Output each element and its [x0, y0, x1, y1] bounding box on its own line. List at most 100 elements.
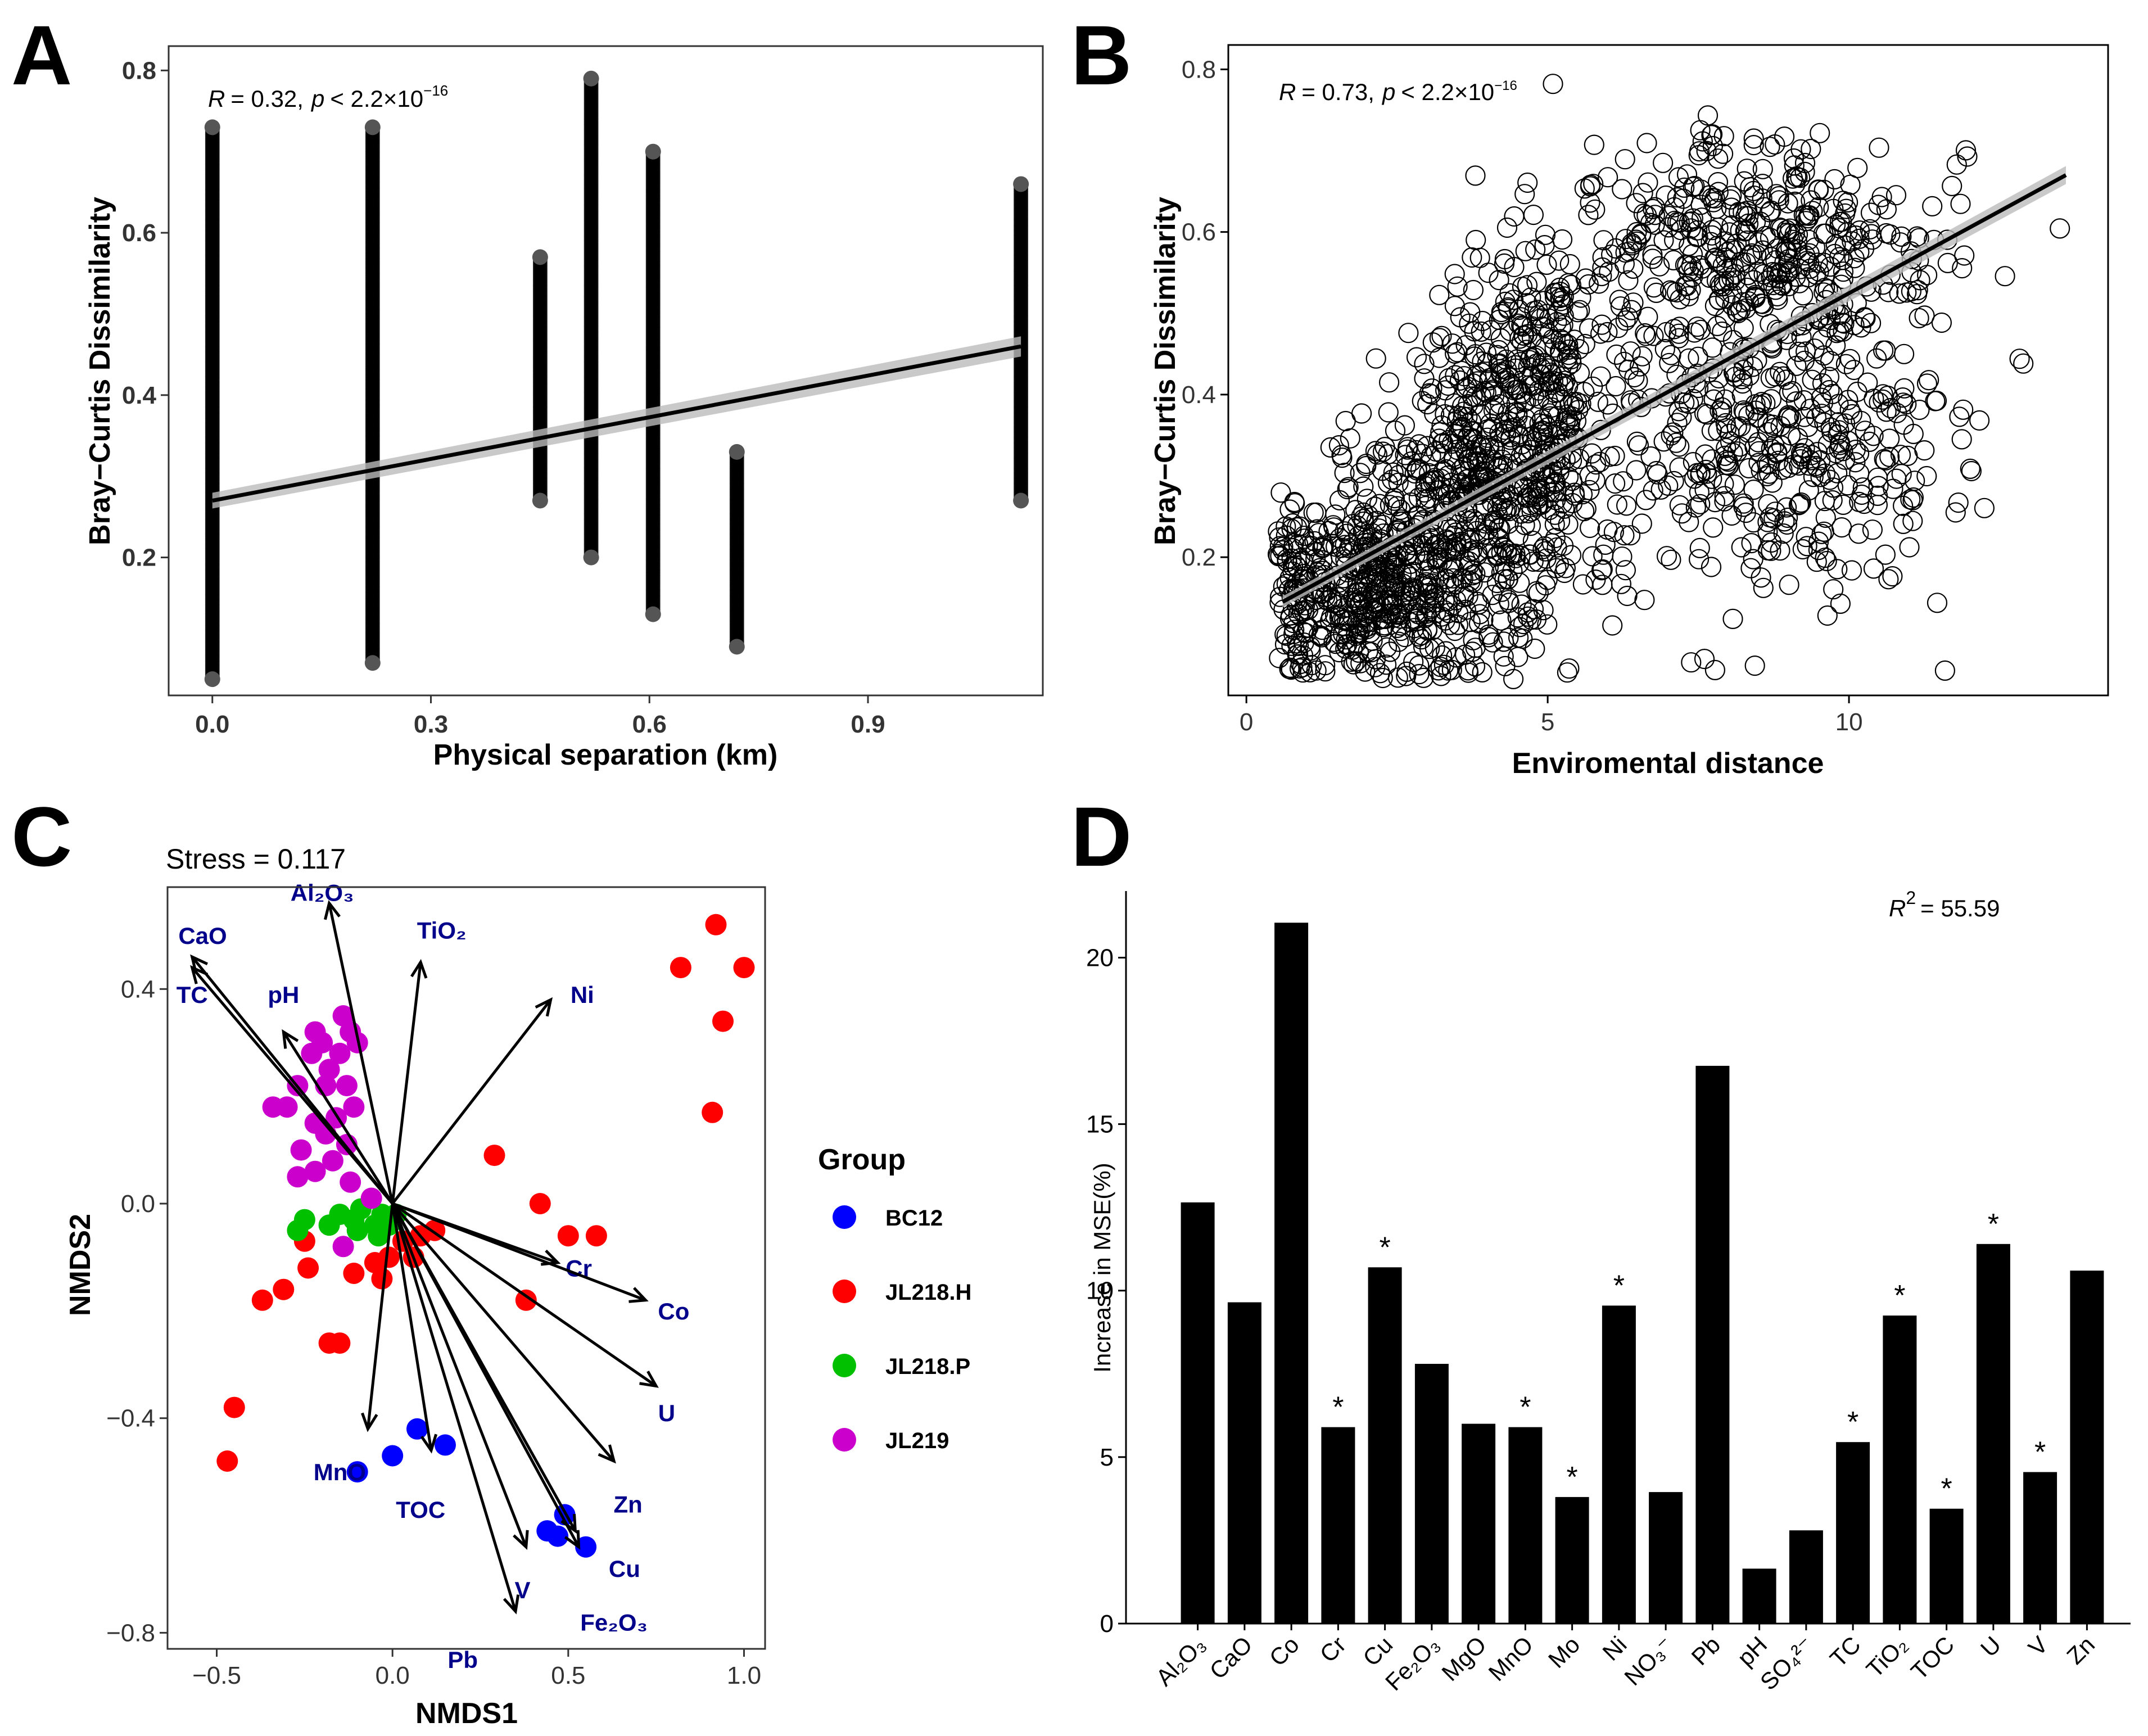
- data-point: [1580, 517, 1600, 539]
- y-tick-label: 15: [1086, 1111, 1114, 1138]
- bar: [1555, 1497, 1589, 1624]
- data-point: [371, 1268, 393, 1290]
- data-point: [1692, 207, 1712, 228]
- bar: [1695, 1065, 1730, 1624]
- data-point: [364, 655, 381, 671]
- data-point: [1617, 585, 1638, 607]
- x-tick-label: SO₄²⁻: [1755, 1631, 1819, 1696]
- data-point: [1279, 658, 1300, 680]
- vector-arrowhead: [282, 1029, 299, 1049]
- data-point: [1606, 344, 1627, 365]
- data-point: [1656, 546, 1677, 567]
- data-point: [1654, 338, 1675, 360]
- data-point: [670, 957, 691, 979]
- data-point: [1615, 560, 1636, 581]
- data-point: [1535, 224, 1556, 245]
- data-point: [382, 1445, 404, 1467]
- data-point: [532, 249, 548, 265]
- panel-b-stat-ptext: < 2.2×10: [1401, 79, 1494, 105]
- data-point: [1758, 422, 1779, 442]
- y-tick-label: 0.0: [121, 1190, 155, 1218]
- x-tick-label: 0: [1240, 708, 1253, 736]
- data-point: [645, 606, 661, 622]
- vector-label: Cu: [609, 1556, 640, 1582]
- data-point: [529, 1193, 551, 1214]
- data-point: [1618, 270, 1639, 291]
- data-point: [1638, 172, 1658, 193]
- panel-b-stat-r: R: [1279, 79, 1296, 105]
- panel-b-xlabel: Enviromental distance: [1512, 747, 1824, 780]
- panel-d-ylabel: Increase in MSE(%): [1089, 1163, 1115, 1372]
- data-point: [1995, 266, 2015, 287]
- x-tick-label: V: [2023, 1631, 2053, 1661]
- data-point: [1620, 341, 1641, 362]
- data-point: [1702, 135, 1723, 156]
- data-point: [1950, 193, 1971, 214]
- x-tick-label: Pb: [1686, 1631, 1726, 1671]
- data-point: [1398, 323, 1419, 343]
- data-point: [1869, 137, 1889, 158]
- data-point: [1422, 332, 1443, 353]
- data-point: [1934, 660, 1955, 681]
- panel-c-legend: Group BC12 JL218.H JL218.P JL219: [818, 1143, 971, 1453]
- data-point: [204, 671, 220, 688]
- data-point: [1603, 522, 1624, 542]
- panel-b-stat-rnum: 0.73: [1322, 79, 1368, 105]
- legend-swatch: [833, 1205, 856, 1229]
- data-point: [1694, 648, 1715, 670]
- significance-marker: *: [1941, 1473, 1952, 1506]
- data-point: [1579, 465, 1600, 486]
- data-point: [1378, 402, 1399, 423]
- data-point: [1572, 574, 1593, 595]
- data-point: [1894, 343, 1915, 364]
- data-point: [1656, 322, 1676, 342]
- data-point: [2013, 353, 2034, 374]
- data-point: [1916, 465, 1937, 487]
- bar: [1742, 1568, 1776, 1624]
- data-point: [1611, 573, 1631, 594]
- data-point: [293, 1209, 315, 1231]
- data-point: [1949, 406, 1970, 427]
- data-point: [1523, 205, 1544, 225]
- bar: [1368, 1267, 1402, 1624]
- x-tick-label: Zn: [2061, 1631, 2100, 1670]
- data-point: [483, 1145, 505, 1167]
- data-point: [1581, 443, 1602, 464]
- data-point: [1465, 165, 1486, 186]
- data-point: [360, 1187, 382, 1209]
- data-point: [583, 549, 599, 566]
- data-point: [1883, 478, 1903, 499]
- panel-label-a: A: [11, 8, 72, 102]
- panel-b-stat: R = 0.73, p < 2.2×10−16: [1279, 78, 1517, 105]
- vector-label: Zn: [613, 1491, 642, 1517]
- panel-d-stat-r: R: [1889, 895, 1906, 921]
- data-point: [1722, 608, 1743, 630]
- data-point: [1632, 346, 1653, 367]
- data-point: [1823, 477, 1844, 498]
- data-point: [1584, 134, 1604, 155]
- data-point: [1875, 544, 1896, 565]
- data-point: [378, 1246, 400, 1268]
- data-point: [1582, 546, 1603, 567]
- x-tick-label: Cr: [1315, 1631, 1351, 1668]
- data-point: [1466, 229, 1486, 251]
- data-point: [1512, 628, 1533, 649]
- data-point: [1848, 523, 1869, 544]
- data-point: [1615, 149, 1635, 170]
- data-point: [340, 1171, 361, 1193]
- data-point: [1636, 133, 1657, 153]
- data-point: [1642, 248, 1663, 269]
- panel-a-stat-ptext: < 2.2×10: [330, 85, 423, 112]
- y-tick-label: 0.6: [1182, 219, 1216, 246]
- data-point: [1369, 663, 1391, 684]
- x-tick-label: U: [1975, 1631, 2006, 1662]
- vector-label: Co: [658, 1298, 689, 1324]
- panel-a-stat-rnum: 0.32: [251, 85, 297, 112]
- data-point: [1802, 369, 1823, 390]
- data-point: [1974, 498, 1995, 518]
- data-point: [216, 1450, 238, 1472]
- x-tick-label: Mo: [1543, 1631, 1585, 1674]
